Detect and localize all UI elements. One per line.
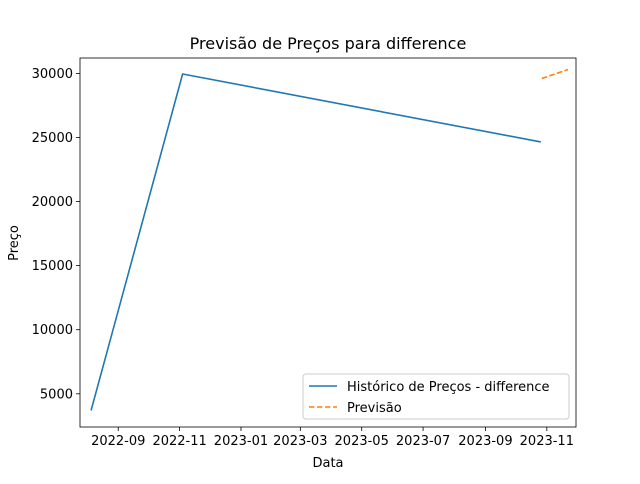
y-tick-label: 25000 [32,131,73,146]
y-axis: 5000 10000 15000 20000 25000 30000 [32,67,80,402]
legend: Histórico de Preços - difference Previsã… [302,373,570,420]
x-tick-label: 2023-05 [335,434,389,449]
legend-box [302,373,570,420]
y-tick-label: 20000 [32,195,73,210]
plot-background [80,58,576,427]
legend-label-historico: Histórico de Preços - difference [347,380,550,395]
x-tick-label: 2023-01 [214,434,268,449]
x-tick-label: 2022-11 [152,434,206,449]
plot-frame [79,57,577,428]
x-tick-label: 2023-03 [273,434,327,449]
y-tick-label: 5000 [40,387,73,402]
x-tick-label: 2023-11 [520,434,574,449]
x-axis: 2022-09 2022-11 2023-01 2023-03 2023-05 2023-… [91,427,574,449]
series-line-1 [541,68,569,80]
series-line-0 [90,73,541,411]
y-tick-label: 10000 [32,323,73,338]
x-tick-label: 2023-09 [458,434,512,449]
legend-label-previsao: Previsão [347,401,402,416]
chart-title: Previsão de Preços para difference [190,34,467,53]
series-layer [90,68,569,411]
plot-area [79,57,577,428]
x-tick-label: 2023-07 [396,434,450,449]
x-tick-label: 2022-09 [91,434,145,449]
y-axis-label: Preço [7,225,22,261]
x-axis-label: Data [312,456,343,471]
y-tick-label: 15000 [32,259,73,274]
y-tick-label: 30000 [32,67,73,82]
